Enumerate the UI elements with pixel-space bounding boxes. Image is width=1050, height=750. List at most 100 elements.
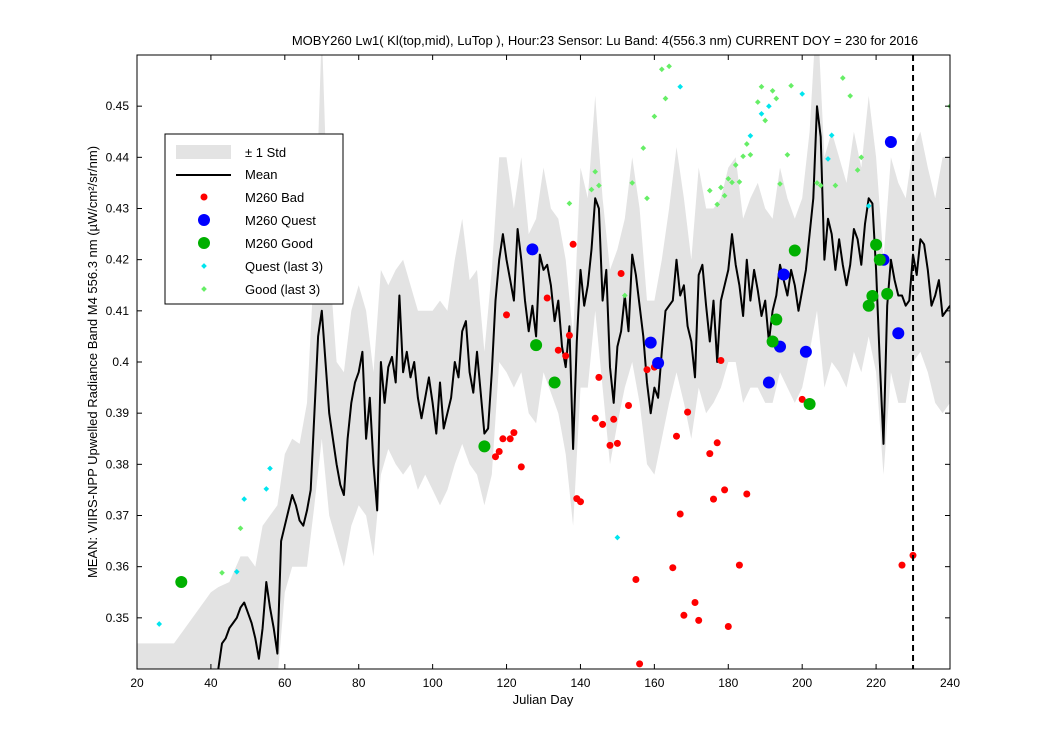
bad-point (492, 453, 499, 461)
good-last3-point (769, 87, 776, 94)
good-last3-point (596, 182, 602, 189)
bad-point (595, 373, 603, 381)
good-last3-point (237, 525, 244, 532)
good-last3-point (832, 182, 839, 189)
y-tick-label: 0.42 (106, 253, 130, 267)
bad-point (503, 311, 510, 319)
bad-point (495, 448, 503, 455)
std-band (137, 55, 950, 669)
y-tick-label: 0.36 (106, 560, 130, 574)
good-point (548, 376, 561, 389)
bad-point (591, 414, 599, 422)
good-last3-point (640, 145, 647, 151)
quest-last3-point (766, 103, 772, 110)
chart-title: MOBY260 Lw1( Kl(top,mid), LuTop ), Hour:… (292, 33, 918, 48)
good-last3-point (858, 154, 865, 161)
axis-layer: 20 40 60 80 100 120 140 160 180 200 220 240 0.35 0.36… (106, 55, 960, 690)
good-last3-point (747, 151, 754, 158)
x-tick-label: 60 (278, 676, 292, 690)
quest-last3-point (233, 568, 240, 575)
good-point (866, 290, 879, 302)
y-tick-label: 0.44 (106, 150, 130, 164)
bad-point (599, 420, 607, 428)
bad-point (543, 294, 551, 302)
quest-point (762, 376, 775, 389)
quest-last3-point (263, 486, 270, 492)
legend-box (164, 133, 344, 305)
bad-point (721, 486, 729, 494)
legend-swatch-std (176, 145, 231, 159)
bad-point (710, 495, 717, 503)
bad-point (506, 435, 514, 443)
bad-point (724, 623, 732, 630)
y-tick-label: 0.35 (106, 611, 130, 625)
good-last3-point (854, 167, 861, 173)
good-last3-point (644, 195, 650, 202)
legend-swatch-good (198, 237, 210, 249)
good-last3-point (219, 569, 225, 576)
y-tick-label: 0.4 (112, 355, 129, 369)
bad-point (554, 346, 562, 354)
quest-last3-point (825, 156, 831, 162)
legend-label-bad: M260 Bad (245, 190, 304, 205)
y-tick-label: 0.38 (106, 457, 130, 471)
quest-last3-point (828, 132, 835, 139)
y-tick-label: 0.39 (106, 406, 130, 420)
good-last3-point (592, 168, 599, 175)
quest-point (526, 243, 539, 256)
std-band-layer (137, 55, 950, 669)
bad-point (610, 415, 618, 423)
bad-point (706, 450, 714, 458)
good-point (803, 398, 816, 410)
x-tick-label: 200 (792, 676, 812, 690)
good-last3-point (814, 180, 820, 186)
good-last3-point (736, 179, 743, 185)
bad-point (669, 564, 677, 572)
good-point (530, 339, 543, 352)
bad-point (643, 366, 651, 374)
bad-point (680, 611, 688, 619)
good-last3-point (743, 141, 750, 147)
bad-point (684, 408, 692, 416)
x-tick-label: 20 (130, 676, 144, 690)
good-point (862, 299, 875, 312)
quest-point (777, 268, 790, 281)
x-tick-label: 100 (423, 676, 443, 690)
good-last3-point (729, 179, 735, 186)
quest-last3-point (267, 465, 273, 472)
quest-last3-point (614, 534, 621, 541)
quest-last3-point (865, 203, 872, 209)
quest-last3-point (156, 621, 163, 627)
good-last3-point (773, 95, 780, 102)
good-last3-point (566, 200, 573, 207)
bad-point (735, 561, 743, 569)
quest-last3-point (799, 91, 806, 97)
good-last3-point (658, 66, 665, 73)
x-tick-label: 240 (940, 676, 960, 690)
bad-point (691, 599, 699, 606)
bad-point (517, 463, 525, 471)
good-last3-point (721, 192, 728, 199)
x-tick-label: 120 (497, 676, 517, 690)
bad-point (569, 240, 577, 248)
bad-point (717, 357, 725, 364)
y-tick-label: 0.37 (106, 509, 130, 523)
bad-point (695, 616, 703, 624)
marker-layer (156, 63, 950, 668)
x-tick-label: 220 (866, 676, 886, 690)
good-last3-point (725, 175, 732, 182)
bad-point (898, 561, 906, 569)
good-last3-point (754, 99, 761, 105)
bad-point (743, 490, 751, 498)
quest-last3-point (758, 110, 765, 117)
bad-point (798, 395, 806, 403)
good-last3-point (714, 201, 721, 208)
good-last3-point (762, 117, 769, 124)
good-last3-point (847, 93, 854, 99)
x-tick-label: 180 (718, 676, 738, 690)
quest-point (799, 345, 812, 358)
bad-point (676, 510, 684, 518)
quest-last3-point (747, 132, 754, 139)
y-axis-label: MEAN: VIIRS-NPP Upwelled Radiance Band M… (85, 146, 100, 578)
legend-label-quest: M260 Quest (245, 213, 316, 228)
